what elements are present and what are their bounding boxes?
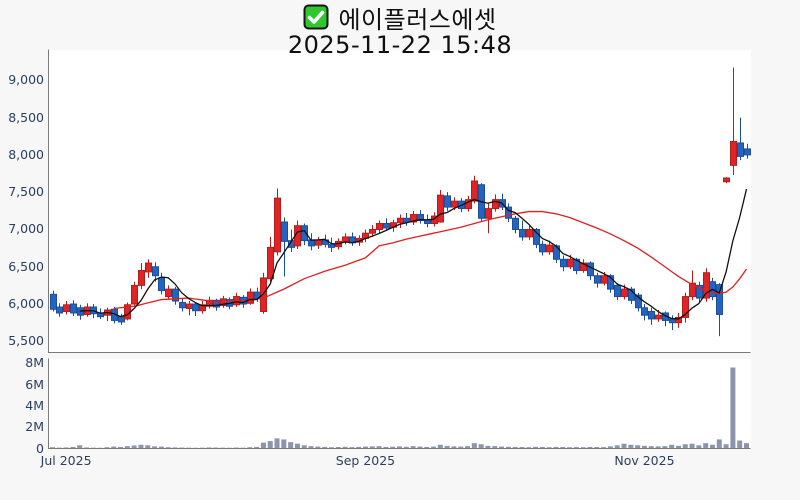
chart-timestamp: 2025-11-22 15:48 xyxy=(287,31,513,59)
chart-title-row: 에이플러스에셋 xyxy=(0,2,800,34)
chart-subtitle-row: 2025-11-22 15:48 xyxy=(0,31,800,59)
checked-checkbox-icon xyxy=(303,4,329,30)
chart-title: 에이플러스에셋 xyxy=(338,5,497,34)
